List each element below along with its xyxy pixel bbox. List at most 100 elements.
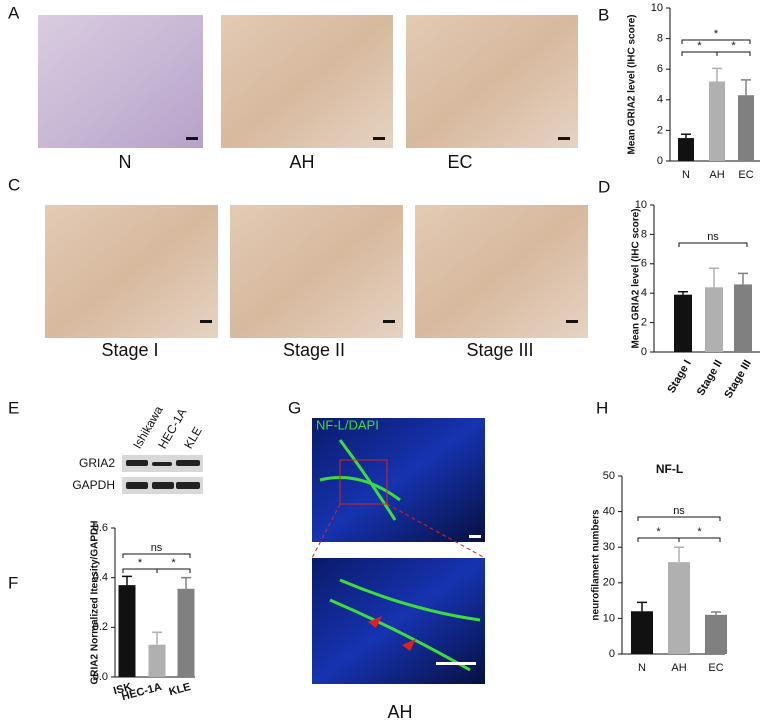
panel-label: H bbox=[596, 398, 608, 417]
error-bar bbox=[678, 290, 688, 295]
significance-bracket bbox=[637, 516, 721, 521]
scale-bar bbox=[436, 662, 476, 665]
bar bbox=[631, 611, 653, 654]
bar bbox=[177, 588, 195, 677]
y-tick-label: 0.6 bbox=[93, 522, 108, 534]
stain-label: NF-L/DAPI bbox=[316, 417, 379, 432]
zoom-box bbox=[339, 459, 388, 505]
y-tick-label: 4 bbox=[641, 287, 647, 299]
bar bbox=[678, 138, 694, 161]
panel-label: D bbox=[598, 177, 610, 196]
significance-bracket bbox=[156, 568, 191, 573]
y-tick-label: 30 bbox=[603, 541, 615, 553]
panel-label: E bbox=[8, 398, 19, 417]
y-tick-label: 2 bbox=[657, 124, 663, 136]
panel-label: C bbox=[8, 175, 20, 194]
panel-label: B bbox=[598, 5, 609, 24]
error-bar bbox=[711, 611, 721, 615]
significance-label: ns bbox=[673, 505, 685, 517]
error-bar bbox=[674, 546, 684, 563]
x-tick-label: Stage III bbox=[722, 358, 753, 401]
x-tick-label: KLE bbox=[168, 681, 192, 698]
bar bbox=[668, 562, 690, 654]
error-bar bbox=[122, 575, 132, 586]
fluorescence-image bbox=[312, 418, 485, 542]
bar bbox=[118, 585, 136, 677]
y-tick-label: 0 bbox=[641, 346, 647, 358]
significance-bracket bbox=[681, 39, 751, 44]
bar bbox=[674, 294, 692, 352]
x-tick-label: EC bbox=[738, 169, 753, 181]
significance-bracket bbox=[637, 537, 680, 542]
significance-label: * bbox=[656, 526, 661, 538]
fiber-signal bbox=[319, 439, 481, 672]
error-bar bbox=[738, 272, 748, 285]
micrograph bbox=[415, 205, 588, 338]
zoom-line bbox=[386, 503, 486, 559]
y-tick-label: 6 bbox=[657, 63, 663, 75]
micrograph bbox=[406, 15, 578, 148]
significance-label: * bbox=[714, 28, 719, 40]
zoom-line bbox=[311, 503, 341, 559]
y-tick-label: 0.0 bbox=[93, 671, 108, 683]
row-label: GAPDH bbox=[72, 478, 115, 492]
significance-label: ns bbox=[707, 231, 719, 243]
significance-bracket bbox=[716, 51, 751, 56]
significance-label: ns bbox=[151, 542, 163, 554]
significance-label: * bbox=[697, 526, 702, 538]
bar bbox=[709, 81, 725, 161]
image-caption: Stage I bbox=[101, 340, 158, 360]
x-tick-label: N bbox=[682, 169, 690, 181]
significance-label: * bbox=[171, 557, 176, 569]
bar bbox=[705, 614, 727, 654]
y-tick-label: 10 bbox=[603, 612, 615, 624]
x-tick-label: Stage II bbox=[695, 358, 725, 398]
image-caption: Stage III bbox=[466, 340, 533, 360]
y-tick-label: 0.2 bbox=[93, 621, 108, 633]
x-tick-label: EC bbox=[708, 662, 723, 674]
y-tick-label: 6 bbox=[641, 258, 647, 270]
image-caption: AH bbox=[387, 702, 412, 722]
y-tick-label: 10 bbox=[635, 199, 647, 211]
significance-label: * bbox=[697, 40, 702, 52]
arrowheads bbox=[368, 616, 416, 651]
y-tick-label: 8 bbox=[641, 228, 647, 240]
micrograph bbox=[221, 15, 393, 148]
blot-bands bbox=[126, 460, 200, 489]
micrograph bbox=[45, 205, 218, 338]
x-tick-label: N bbox=[638, 662, 646, 674]
image-caption: N bbox=[119, 152, 132, 172]
significance-label: * bbox=[731, 40, 736, 52]
x-tick-label: ISK bbox=[112, 681, 133, 697]
error-bar bbox=[152, 631, 162, 645]
panel-label: G bbox=[288, 398, 301, 417]
y-axis-label: Mean GRIA2 level (IHC score) bbox=[627, 14, 638, 154]
significance-bracket bbox=[122, 568, 158, 573]
significance-bracket bbox=[678, 242, 748, 247]
y-tick-label: 10 bbox=[651, 2, 663, 14]
x-tick-label: AH bbox=[709, 169, 724, 181]
y-tick-label: 0 bbox=[657, 155, 663, 167]
row-label: GRIA2 bbox=[79, 456, 115, 470]
panel-label: F bbox=[8, 573, 18, 592]
scale-bar bbox=[469, 535, 481, 538]
micrograph bbox=[38, 15, 203, 148]
panel-label: A bbox=[8, 3, 20, 22]
bar bbox=[705, 287, 723, 352]
bar bbox=[738, 95, 754, 161]
image-caption: Stage II bbox=[283, 340, 345, 360]
y-tick-label: 4 bbox=[657, 94, 663, 106]
y-axis-label: neurofilament numbers bbox=[591, 509, 602, 621]
significance-bracket bbox=[681, 51, 718, 56]
significance-bracket bbox=[122, 553, 191, 558]
significance-label: * bbox=[138, 557, 143, 569]
y-tick-label: 0 bbox=[609, 648, 615, 660]
chart-title: NF-L bbox=[656, 462, 683, 476]
error-bar bbox=[181, 576, 191, 589]
scale-bars bbox=[186, 137, 578, 323]
error-bar bbox=[709, 267, 719, 288]
bar bbox=[734, 284, 752, 352]
error-bar bbox=[741, 79, 751, 96]
